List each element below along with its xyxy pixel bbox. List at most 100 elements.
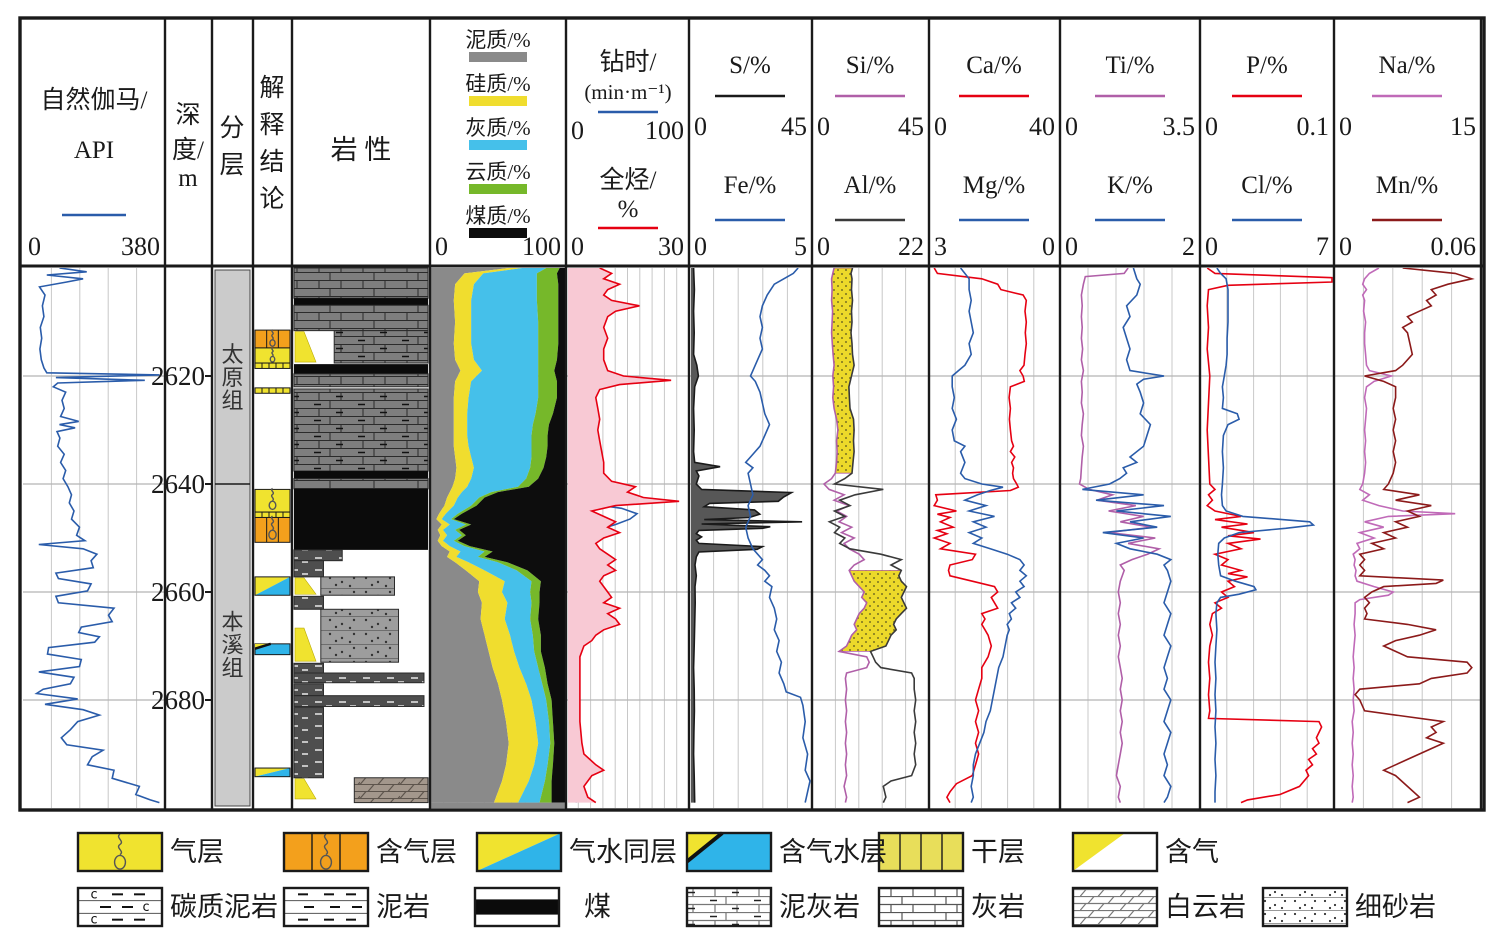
header-line-samples xyxy=(62,52,1442,238)
total-hc-max: 30 xyxy=(658,232,684,261)
depth-labels: 2620 2640 2660 2680 xyxy=(151,361,211,715)
al-scale: 0 22 xyxy=(814,232,927,262)
gas-wedge xyxy=(294,331,317,363)
strat-title-2: 层 xyxy=(219,152,245,179)
total-hc-unit: % xyxy=(617,196,639,223)
curve-K xyxy=(1082,268,1173,804)
curve-Mg xyxy=(951,268,1028,803)
pct-scale-max: 100 xyxy=(522,232,561,261)
na-min: 0 xyxy=(1339,112,1352,141)
gr-title-line1: 自然伽马/ xyxy=(40,87,148,114)
drill-time-title: 钻时/ xyxy=(599,49,657,76)
pct-label-silica: 硅质/% xyxy=(465,72,531,96)
fe-title: Fe/% xyxy=(723,172,777,199)
pct-label-coal: 煤质/% xyxy=(465,204,531,228)
interpretation-column xyxy=(254,329,291,778)
drill-time-min: 0 xyxy=(571,116,584,145)
cl-max: 7 xyxy=(1316,232,1329,261)
s-min: 0 xyxy=(694,112,707,141)
curve-Al xyxy=(827,268,917,803)
grid-pcl xyxy=(1200,268,1334,808)
ti-min: 0 xyxy=(1065,112,1078,141)
p-max: 0.1 xyxy=(1296,112,1330,141)
gr-scale-min: 0 xyxy=(28,232,41,261)
legend-label-marl: 泥灰岩 xyxy=(779,892,860,922)
mg-title: Mg/% xyxy=(962,172,1026,199)
total-hc-title: 全烃/ xyxy=(599,167,657,194)
svg-text:2640: 2640 xyxy=(151,469,205,499)
gr-title-line2: API xyxy=(73,137,115,164)
legend-label-dolomite: 白云岩 xyxy=(1165,892,1246,922)
pct-label-lime: 灰质/% xyxy=(465,116,531,140)
k-min: 0 xyxy=(1065,232,1078,261)
cl-min: 0 xyxy=(1205,232,1218,261)
legend-label-limestone: 灰岩 xyxy=(971,892,1025,922)
curve-Na xyxy=(1351,268,1456,803)
legend-label-gas: 气层 xyxy=(170,837,224,867)
cl-title: Cl/% xyxy=(1241,172,1293,199)
ti-title: Ti/% xyxy=(1105,52,1155,79)
grid-namn xyxy=(1334,268,1481,808)
interp-title-2: 释 xyxy=(259,112,285,139)
composition-stack xyxy=(431,268,565,808)
pct-label-mud: 泥质/% xyxy=(465,28,531,52)
k-title: K/% xyxy=(1107,172,1153,199)
grid-sfe xyxy=(689,268,812,808)
interp-title-4: 论 xyxy=(259,186,285,213)
grid-camg xyxy=(929,268,1060,808)
lithology-title: 岩 性 xyxy=(330,135,392,165)
fe-min: 0 xyxy=(694,232,707,261)
legend-label-coal: 煤 xyxy=(584,892,611,922)
svg-text:c: c xyxy=(90,887,98,902)
svg-text:2620: 2620 xyxy=(151,361,205,391)
svg-text:本溪组: 本溪组 xyxy=(221,609,243,680)
legend-label-gaswater: 气水同层 xyxy=(569,837,677,867)
fe-scale: 0 5 xyxy=(691,232,810,262)
pct-swatch-2 xyxy=(469,140,527,150)
gas-wedge xyxy=(294,778,317,800)
svg-text:c: c xyxy=(90,913,98,928)
track-sfe xyxy=(691,268,811,803)
legend-label-gascontain: 含气 xyxy=(1165,837,1219,867)
track-sial xyxy=(822,268,917,803)
legend-label-gasbearing: 含气层 xyxy=(376,837,457,867)
track-camg xyxy=(931,268,1028,803)
p-scale: 0 0.1 xyxy=(1202,112,1332,142)
legend-label-sandstone: 细砂岩 xyxy=(1355,892,1436,922)
drill-time-scale: 0 100 xyxy=(568,116,687,146)
pct-scale: 0 100 xyxy=(432,232,564,262)
curve-P xyxy=(1205,268,1333,804)
ti-max: 3.5 xyxy=(1162,112,1196,141)
gr-scale-max: 380 xyxy=(121,232,160,261)
curve-Mn xyxy=(1354,268,1475,804)
fe-max: 5 xyxy=(794,232,807,261)
mg-min: 3 xyxy=(934,232,947,261)
legend-label-gaswaterbearing: 含气水层 xyxy=(779,837,887,867)
na-scale: 0 15 xyxy=(1336,112,1479,142)
s-title: S/% xyxy=(729,52,771,79)
pct-swatch-3 xyxy=(469,184,527,194)
mn-scale: 0 0.06 xyxy=(1336,232,1479,262)
curve-Si xyxy=(822,268,871,803)
svg-text:c: c xyxy=(142,900,150,915)
curve-Cl xyxy=(1214,268,1316,803)
mg-scale: 3 0 xyxy=(931,232,1058,262)
grid-tik xyxy=(1060,268,1200,808)
track-tik xyxy=(1078,268,1173,804)
legend-swatches: ccc xyxy=(76,831,1349,928)
s-scale: 0 45 xyxy=(691,112,810,142)
ti-scale: 0 3.5 xyxy=(1062,112,1198,142)
cl-scale: 0 7 xyxy=(1202,232,1332,262)
pct-swatch-0 xyxy=(469,52,527,62)
table-borders xyxy=(18,16,1486,812)
al-max: 22 xyxy=(898,232,924,261)
pct-scale-min: 0 xyxy=(435,232,448,261)
ca-scale: 0 40 xyxy=(931,112,1058,142)
legend-label-carbmud: 碳质泥岩 xyxy=(170,892,278,922)
mn-title: Mn/% xyxy=(1375,172,1439,199)
svg-text:太原组: 太原组 xyxy=(221,342,243,413)
interp-title-1: 解 xyxy=(259,75,285,102)
si-title: Si/% xyxy=(845,52,895,79)
curve-全烃 xyxy=(579,268,680,804)
